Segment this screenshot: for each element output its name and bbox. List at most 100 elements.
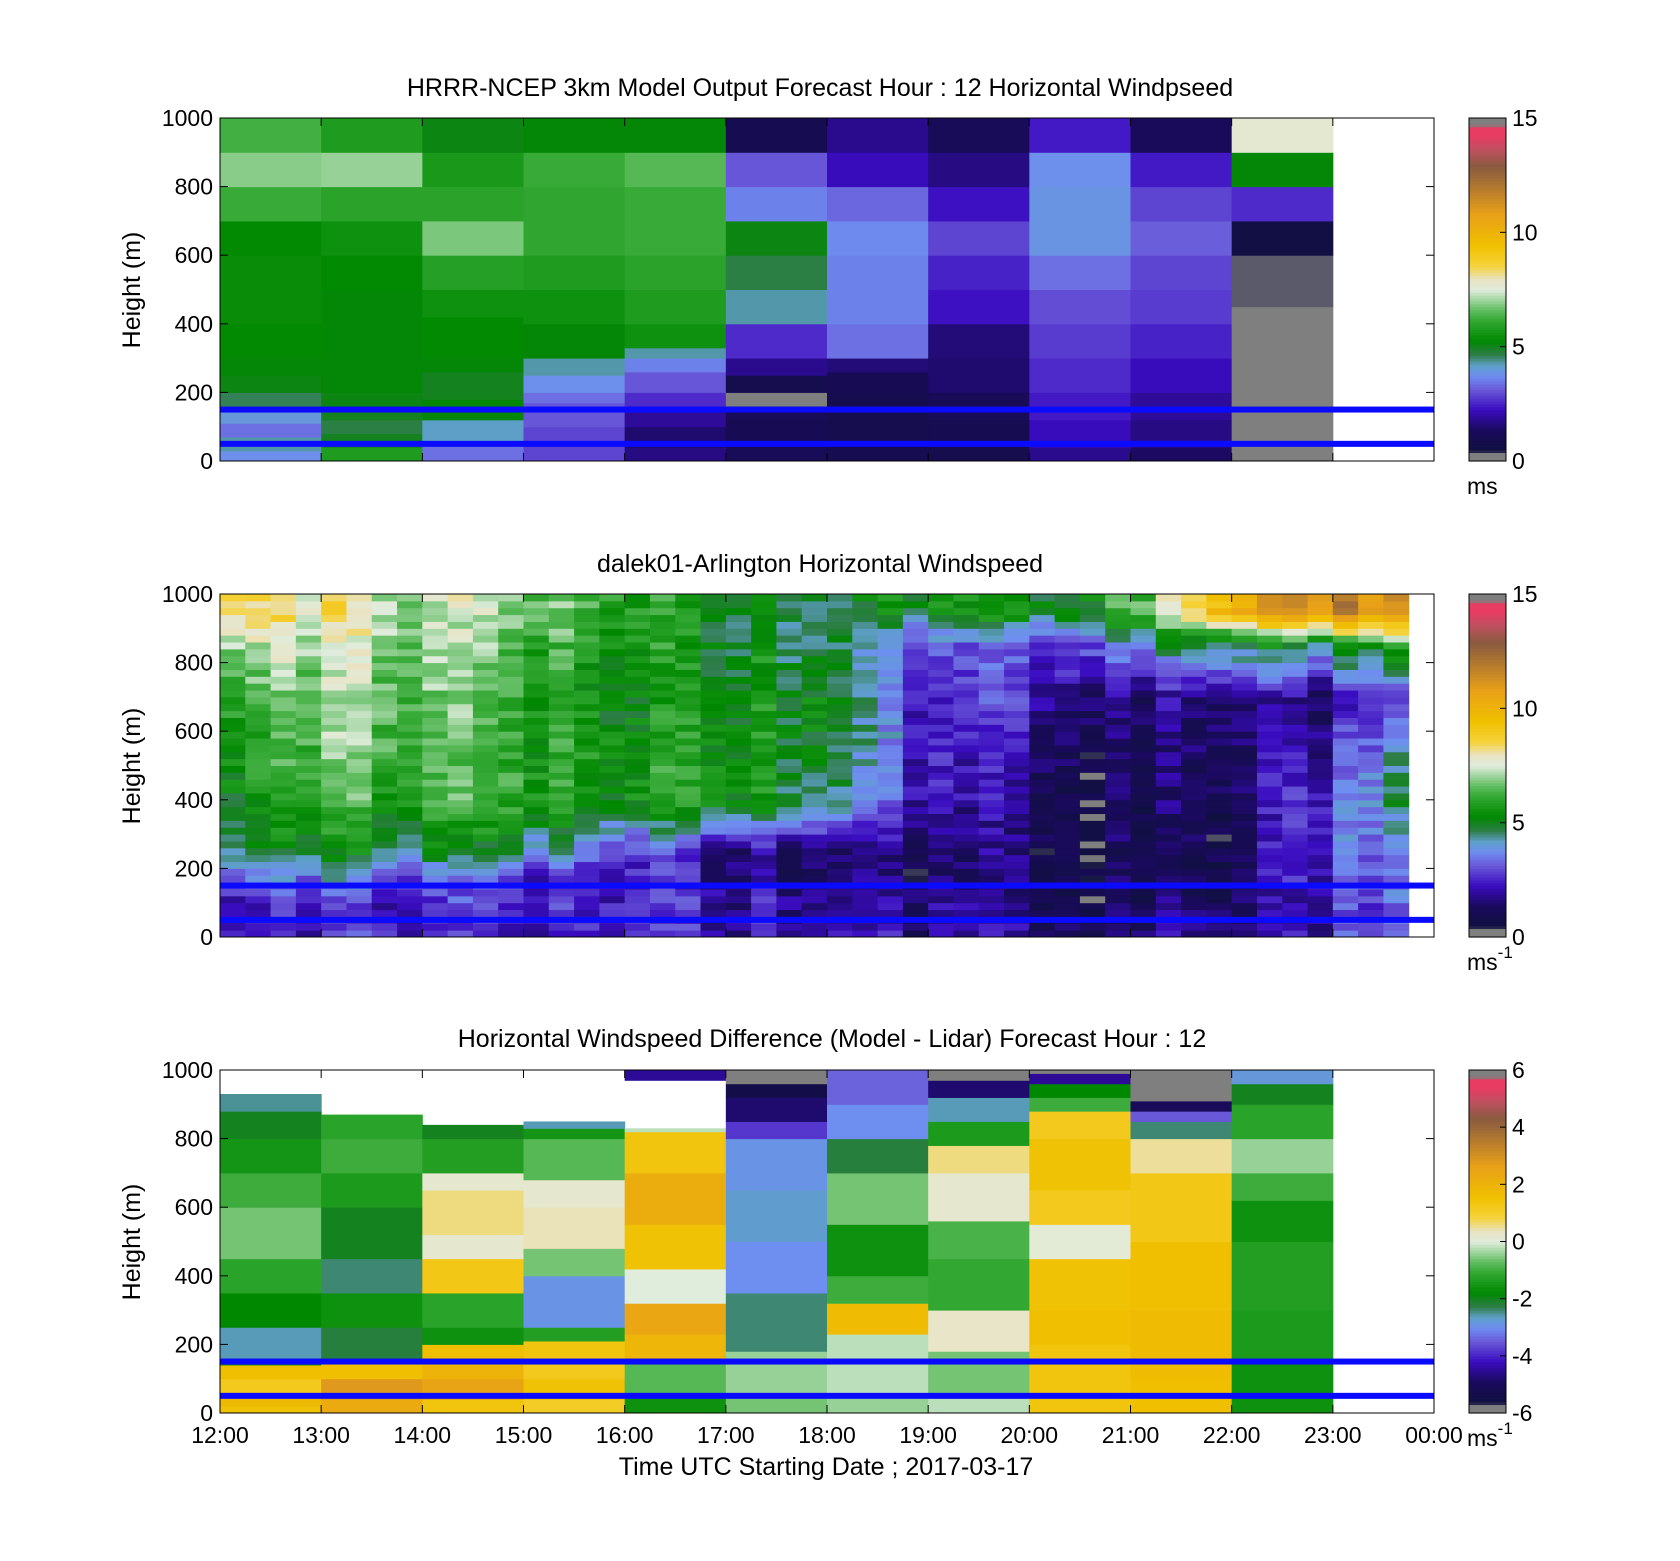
data-cell (1155, 621, 1182, 629)
data-cell (1181, 696, 1207, 705)
data-cell (928, 744, 954, 753)
data-cell (1206, 834, 1233, 842)
colorbar-swatch (1469, 1070, 1506, 1074)
data-cell (295, 930, 322, 938)
data-cell (1231, 847, 1258, 856)
data-cell (220, 614, 246, 622)
data-cell (1332, 875, 1359, 883)
colorbar-swatch (1469, 822, 1506, 827)
data-cell (523, 1399, 626, 1414)
data-cell (725, 827, 752, 835)
data-cell (675, 930, 702, 938)
data-cell (1206, 765, 1233, 773)
data-cell (548, 799, 575, 808)
data-cell (1282, 813, 1309, 821)
data-cell (1029, 840, 1056, 849)
data-cell (346, 648, 373, 657)
colorbar-swatch (1469, 1284, 1506, 1288)
data-cell (245, 683, 272, 691)
colorbar-swatch (1469, 263, 1506, 268)
data-cell (599, 635, 626, 643)
data-cell (1282, 724, 1309, 732)
data-cell (1181, 820, 1207, 828)
data-cell (928, 392, 1030, 421)
colorbar-swatch (1469, 1090, 1506, 1094)
data-cell (270, 779, 297, 787)
data-cell (801, 868, 828, 876)
data-cell (220, 724, 246, 732)
data-cell (801, 779, 828, 787)
data-cell (827, 724, 853, 732)
data-cell (675, 683, 702, 691)
data-cell (751, 710, 777, 718)
data-cell (574, 888, 600, 897)
colorbar-swatch (1469, 794, 1506, 798)
colorbar-swatch (1469, 1250, 1506, 1254)
data-cell (1307, 648, 1334, 657)
data-cell (1307, 786, 1334, 794)
data-cell (1307, 875, 1334, 883)
data-cell (295, 902, 322, 911)
data-cell (852, 792, 879, 801)
data-cell (548, 834, 575, 842)
data-cell (1181, 738, 1207, 746)
data-cell (928, 696, 954, 705)
data-cell (700, 758, 727, 766)
colorbar-swatch (1469, 1201, 1506, 1205)
data-cell (1079, 751, 1106, 760)
data-cell (346, 923, 373, 931)
data-cell (776, 909, 803, 917)
data-cell (725, 655, 752, 664)
data-cell (422, 371, 524, 400)
data-cell (397, 868, 423, 876)
data-cell (220, 772, 246, 780)
colorbar-swatch (1469, 1181, 1506, 1185)
data-cell (220, 220, 322, 256)
data-cell (1105, 662, 1131, 670)
data-cell (295, 813, 322, 821)
data-cell (1054, 744, 1081, 753)
data-cell (220, 834, 246, 842)
data-cell (498, 655, 524, 664)
data-cell (1358, 662, 1384, 670)
data-cell (1105, 724, 1131, 732)
data-cell (220, 820, 246, 828)
data-cell (675, 607, 702, 616)
colorbar-swatch (1469, 614, 1506, 618)
x-tick-label: 19:00 (899, 1422, 957, 1448)
data-cell (1256, 738, 1283, 746)
data-cell (649, 724, 676, 732)
data-cell (1004, 676, 1030, 684)
data-cell (1383, 607, 1410, 616)
data-cell (523, 655, 550, 664)
data-cell (1332, 683, 1359, 691)
data-cell (245, 628, 272, 636)
colorbar-swatch (1469, 303, 1506, 308)
data-cell (827, 847, 853, 856)
data-cell (776, 895, 803, 904)
colorbar-swatch (1469, 1335, 1506, 1340)
data-cell (1307, 621, 1334, 629)
data-cell (902, 840, 929, 849)
data-cell (978, 847, 1005, 856)
colorbar-swatch (1469, 1264, 1506, 1268)
data-cell (498, 895, 524, 904)
data-cell (1256, 923, 1283, 931)
data-cell (1181, 854, 1207, 863)
data-cell (574, 642, 600, 650)
data-cell (1155, 779, 1182, 787)
data-cell (801, 655, 828, 664)
data-cell (953, 683, 980, 691)
data-cell (1130, 607, 1157, 616)
data-cell (1307, 717, 1334, 725)
colorbar-swatch (1469, 1190, 1506, 1194)
data-cell (1282, 806, 1309, 815)
colorbar-swatch (1469, 759, 1506, 764)
data-cell (447, 772, 474, 780)
data-cell (1332, 621, 1359, 629)
data-cell (1383, 806, 1410, 815)
colorbar-swatch (1469, 218, 1506, 222)
data-cell (1282, 923, 1309, 931)
data-cell (1130, 220, 1233, 256)
data-cell (1332, 923, 1359, 931)
